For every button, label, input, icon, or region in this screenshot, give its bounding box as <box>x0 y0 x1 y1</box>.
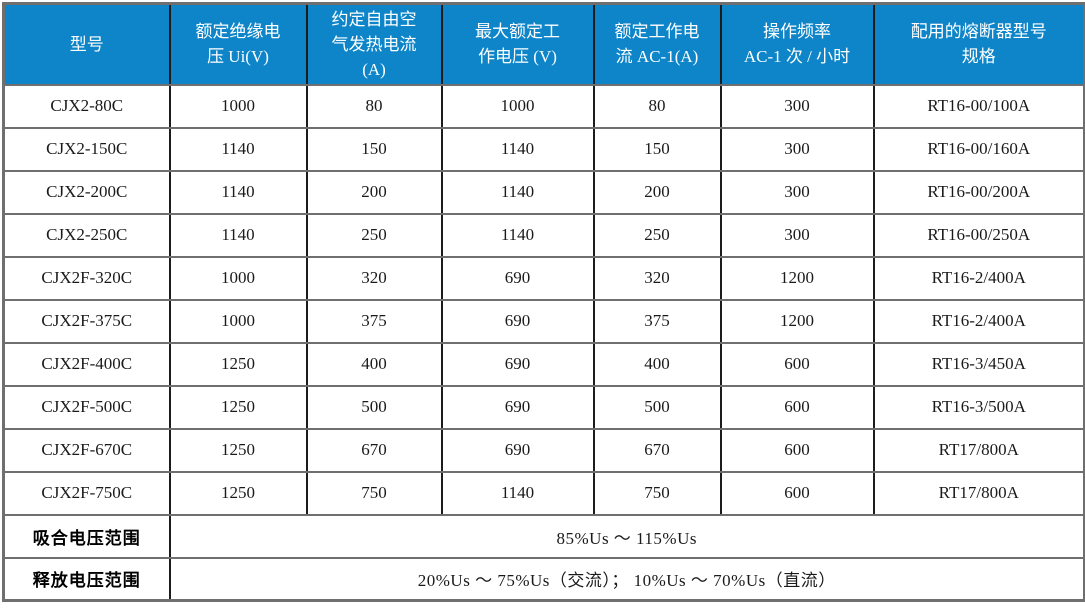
table-row: CJX2F-320C 1000 320 690 320 1200 RT16-2/400A <box>2 255 1085 301</box>
value-cell: RT16-00/100A <box>872 83 1085 129</box>
value-cell: 690 <box>440 298 595 344</box>
column-header: 操作频率 AC-1 次 / 小时 <box>719 3 875 86</box>
value-cell: 690 <box>440 384 595 430</box>
value-cell: 250 <box>305 212 443 258</box>
table-row: CJX2-80C 1000 80 1000 80 300 RT16-00/100A <box>2 83 1085 129</box>
value-cell: 80 <box>305 83 443 129</box>
value-cell: 150 <box>305 126 443 172</box>
value-cell: 600 <box>719 470 875 516</box>
value-cell: 1140 <box>168 169 308 215</box>
value-cell: RT16-2/400A <box>872 298 1085 344</box>
value-cell: 670 <box>592 427 722 473</box>
footer-row-label: 释放电压范围 <box>2 556 171 602</box>
value-cell: 1000 <box>440 83 595 129</box>
value-cell: 690 <box>440 341 595 387</box>
column-header: 型号 <box>2 3 171 86</box>
table-row: CJX2-200C 1140 200 1140 200 300 RT16-00/200A <box>2 169 1085 215</box>
value-cell: 375 <box>305 298 443 344</box>
model-cell: CJX2F-500C <box>2 384 171 430</box>
value-cell: 400 <box>305 341 443 387</box>
table-footer: 吸合电压范围 85%Us ～ 115%Us 释放电压范围 20%Us ～ 75%Us（… <box>2 513 1085 602</box>
value-cell: 200 <box>592 169 722 215</box>
value-cell: 1140 <box>440 212 595 258</box>
column-header: 额定工作电 流 AC-1(A) <box>592 3 722 86</box>
model-cell: CJX2-150C <box>2 126 171 172</box>
value-cell: 1140 <box>440 169 595 215</box>
value-cell: 670 <box>305 427 443 473</box>
model-cell: CJX2-250C <box>2 212 171 258</box>
value-cell: RT16-2/400A <box>872 255 1085 301</box>
value-cell: 1200 <box>719 298 875 344</box>
table-row: CJX2F-500C 1250 500 690 500 600 RT16-3/500A <box>2 384 1085 430</box>
value-cell: 600 <box>719 341 875 387</box>
value-cell: RT16-3/450A <box>872 341 1085 387</box>
value-cell: 250 <box>592 212 722 258</box>
value-cell: RT17/800A <box>872 470 1085 516</box>
value-cell: 690 <box>440 255 595 301</box>
value-cell: 690 <box>440 427 595 473</box>
value-cell: 1140 <box>168 212 308 258</box>
value-cell: 200 <box>305 169 443 215</box>
value-cell: 500 <box>305 384 443 430</box>
value-cell: 375 <box>592 298 722 344</box>
column-header: 额定绝缘电 压 Ui(V) <box>168 3 308 86</box>
model-cell: CJX2-80C <box>2 83 171 129</box>
value-cell: 1000 <box>168 83 308 129</box>
value-cell: RT16-00/250A <box>872 212 1085 258</box>
value-cell: 300 <box>719 212 875 258</box>
header-row: 型号 额定绝缘电 压 Ui(V) 约定自由空 气发热电流 (A) 最大额定工 作电压 … <box>2 3 1085 86</box>
footer-row-value: 85%Us ～ 115%Us <box>168 513 1085 559</box>
value-cell: 1250 <box>168 341 308 387</box>
value-cell: RT16-00/160A <box>872 126 1085 172</box>
value-cell: 400 <box>592 341 722 387</box>
value-cell: 80 <box>592 83 722 129</box>
value-cell: 1250 <box>168 470 308 516</box>
value-cell: 320 <box>305 255 443 301</box>
value-cell: 500 <box>592 384 722 430</box>
value-cell: 1200 <box>719 255 875 301</box>
table-row: CJX2-150C 1140 150 1140 150 300 RT16-00/160A <box>2 126 1085 172</box>
value-cell: 600 <box>719 427 875 473</box>
value-cell: 320 <box>592 255 722 301</box>
value-cell: 150 <box>592 126 722 172</box>
value-cell: 750 <box>592 470 722 516</box>
contactor-spec-table: 型号 额定绝缘电 压 Ui(V) 约定自由空 气发热电流 (A) 最大额定工 作电压 … <box>2 2 1085 602</box>
value-cell: 1250 <box>168 427 308 473</box>
value-cell: 750 <box>305 470 443 516</box>
value-cell: 300 <box>719 126 875 172</box>
footer-row-value: 20%Us ～ 75%Us（交流）； 10%Us ～ 70%Us（直流） <box>168 556 1085 602</box>
value-cell: RT16-3/500A <box>872 384 1085 430</box>
value-cell: 1140 <box>440 126 595 172</box>
value-cell: 1140 <box>440 470 595 516</box>
footer-row: 释放电压范围 20%Us ～ 75%Us（交流）； 10%Us ～ 70%Us（直… <box>2 556 1085 602</box>
model-cell: CJX2F-670C <box>2 427 171 473</box>
value-cell: 1140 <box>168 126 308 172</box>
footer-row-label: 吸合电压范围 <box>2 513 171 559</box>
model-cell: CJX2F-400C <box>2 341 171 387</box>
table-row: CJX2F-750C 1250 750 1140 750 600 RT17/800A <box>2 470 1085 516</box>
value-cell: RT16-00/200A <box>872 169 1085 215</box>
value-cell: 1000 <box>168 255 308 301</box>
value-cell: 1000 <box>168 298 308 344</box>
column-header: 配用的熔断器型号 规格 <box>872 3 1085 86</box>
table-row: CJX2-250C 1140 250 1140 250 300 RT16-00/250A <box>2 212 1085 258</box>
footer-row: 吸合电压范围 85%Us ～ 115%Us <box>2 513 1085 559</box>
value-cell: RT17/800A <box>872 427 1085 473</box>
table-row: CJX2F-375C 1000 375 690 375 1200 RT16-2/400A <box>2 298 1085 344</box>
table-row: CJX2F-670C 1250 670 690 670 600 RT17/800A <box>2 427 1085 473</box>
model-cell: CJX2F-320C <box>2 255 171 301</box>
model-cell: CJX2F-750C <box>2 470 171 516</box>
model-cell: CJX2-200C <box>2 169 171 215</box>
value-cell: 1250 <box>168 384 308 430</box>
model-cell: CJX2F-375C <box>2 298 171 344</box>
value-cell: 300 <box>719 83 875 129</box>
value-cell: 600 <box>719 384 875 430</box>
column-header: 最大额定工 作电压 (V) <box>440 3 595 86</box>
column-header: 约定自由空 气发热电流 (A) <box>305 3 443 86</box>
table-row: CJX2F-400C 1250 400 690 400 600 RT16-3/450A <box>2 341 1085 387</box>
table-body: CJX2-80C 1000 80 1000 80 300 RT16-00/100A CJX2-… <box>2 83 1085 516</box>
value-cell: 300 <box>719 169 875 215</box>
